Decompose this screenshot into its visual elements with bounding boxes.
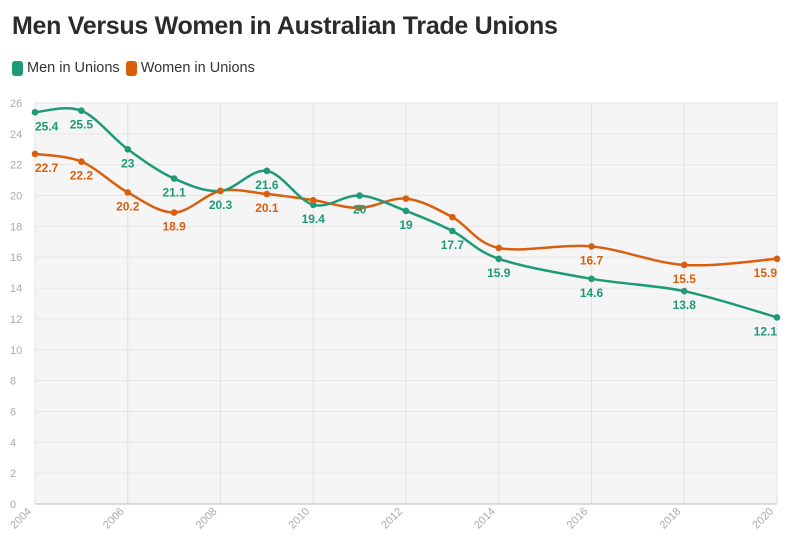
data-label-men: 19 — [399, 218, 413, 232]
chart-title: Men Versus Women in Australian Trade Uni… — [12, 12, 558, 40]
data-point-men — [124, 145, 132, 153]
x-tick-label: 2006 — [101, 506, 127, 532]
legend-item-men[interactable]: Men in Unions — [12, 60, 120, 76]
y-tick-label: 12 — [10, 314, 22, 326]
data-point-men — [402, 207, 410, 215]
data-label-men: 21.1 — [162, 186, 186, 200]
x-tick-label: 2014 — [472, 506, 498, 532]
data-point-women — [588, 243, 595, 250]
data-label-men: 25.4 — [35, 119, 59, 133]
data-point-women — [263, 190, 271, 198]
y-tick-label: 18 — [10, 221, 22, 233]
legend-swatch-men — [12, 60, 23, 76]
y-tick-label: 26 — [10, 98, 22, 110]
data-labels: 25.4 25.5 23 21.1 20.3 21.6 19.4 20 19 17.7 15.9 14… — [35, 118, 777, 339]
gridlines — [34, 102, 778, 504]
data-label-women: 16.7 — [580, 253, 604, 267]
data-label-women: 20.2 — [116, 199, 140, 213]
data-label-men: 21.6 — [255, 178, 279, 192]
data-point-women — [495, 244, 503, 252]
x-tick-label: 2012 — [379, 506, 405, 532]
legend: Men in Unions Women in Unions — [12, 60, 255, 76]
data-label-men: 23 — [121, 156, 135, 170]
data-point-women — [449, 213, 456, 221]
data-point-men — [773, 314, 781, 321]
data-point-men — [356, 192, 363, 199]
data-point-women — [356, 204, 363, 212]
data-label-women: 20.1 — [255, 201, 279, 215]
y-tick-label: 10 — [10, 345, 22, 357]
legend-label-men: Men in Unions — [27, 60, 120, 76]
data-point-men — [495, 255, 503, 263]
data-point-women — [217, 187, 224, 195]
x-tick-label: 2016 — [565, 506, 591, 532]
y-tick-label: 16 — [10, 252, 22, 264]
data-label-men: 13.8 — [673, 298, 697, 312]
data-point-women — [31, 150, 39, 158]
y-tick-label: 6 — [10, 406, 16, 418]
data-point-men — [680, 287, 688, 295]
series-points — [31, 107, 781, 321]
data-label-men: 20.3 — [209, 198, 233, 212]
x-tick-label: 2008 — [194, 506, 220, 532]
legend-label-women: Women in Unions — [140, 60, 255, 76]
data-label-men: 19.4 — [302, 212, 326, 226]
data-point-men — [588, 275, 595, 283]
data-point-women — [680, 261, 688, 269]
data-label-men: 12.1 — [754, 324, 778, 338]
data-label-men: 25.5 — [70, 118, 94, 132]
data-point-men — [31, 108, 39, 116]
data-point-men — [263, 167, 271, 175]
y-tick-label: 8 — [10, 376, 16, 388]
data-point-women — [124, 189, 132, 196]
data-label-men: 17.7 — [441, 238, 465, 252]
data-label-men: 20 — [353, 203, 367, 217]
x-tick-label: 2020 — [750, 506, 776, 532]
y-tick-label: 22 — [10, 160, 22, 172]
data-label-women: 15.9 — [754, 266, 778, 280]
data-point-men — [78, 107, 85, 115]
x-tick-label: 2018 — [658, 506, 684, 532]
data-point-men — [309, 201, 317, 209]
data-label-women: 18.9 — [162, 220, 186, 234]
y-tick-label: 0 — [10, 499, 16, 511]
data-point-men — [170, 175, 178, 182]
x-tick-label: 2010 — [287, 506, 313, 532]
y-tick-label: 24 — [10, 129, 22, 141]
data-label-women: 15.5 — [673, 272, 697, 286]
data-point-women — [402, 195, 410, 202]
data-label-men: 15.9 — [487, 266, 511, 280]
y-tick-label: 4 — [10, 437, 16, 449]
data-label-women: 22.7 — [35, 161, 59, 175]
data-point-women — [309, 196, 317, 204]
data-point-men — [449, 227, 456, 235]
data-point-women — [170, 209, 178, 216]
legend-swatch-women — [125, 60, 137, 76]
legend-item-women[interactable]: Women in Unions — [125, 60, 255, 76]
y-tick-label: 14 — [10, 283, 22, 295]
data-point-women — [773, 255, 781, 263]
data-label-men: 14.6 — [580, 286, 604, 300]
data-label-women: 22.2 — [70, 169, 94, 183]
y-tick-label: 20 — [10, 191, 22, 203]
y-tick-label: 2 — [10, 468, 16, 480]
data-point-women — [78, 158, 85, 165]
